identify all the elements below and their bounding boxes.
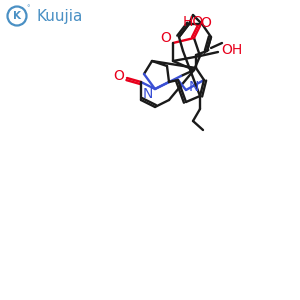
Text: N: N (143, 87, 153, 101)
Text: Kuujia: Kuujia (37, 8, 83, 23)
Text: K: K (13, 11, 21, 21)
Text: °: ° (26, 5, 30, 11)
Text: OH: OH (221, 43, 243, 57)
Text: HO: HO (182, 15, 204, 29)
Text: O: O (201, 16, 212, 30)
Text: N: N (189, 80, 199, 94)
Text: O: O (160, 31, 171, 45)
Text: O: O (114, 69, 124, 83)
